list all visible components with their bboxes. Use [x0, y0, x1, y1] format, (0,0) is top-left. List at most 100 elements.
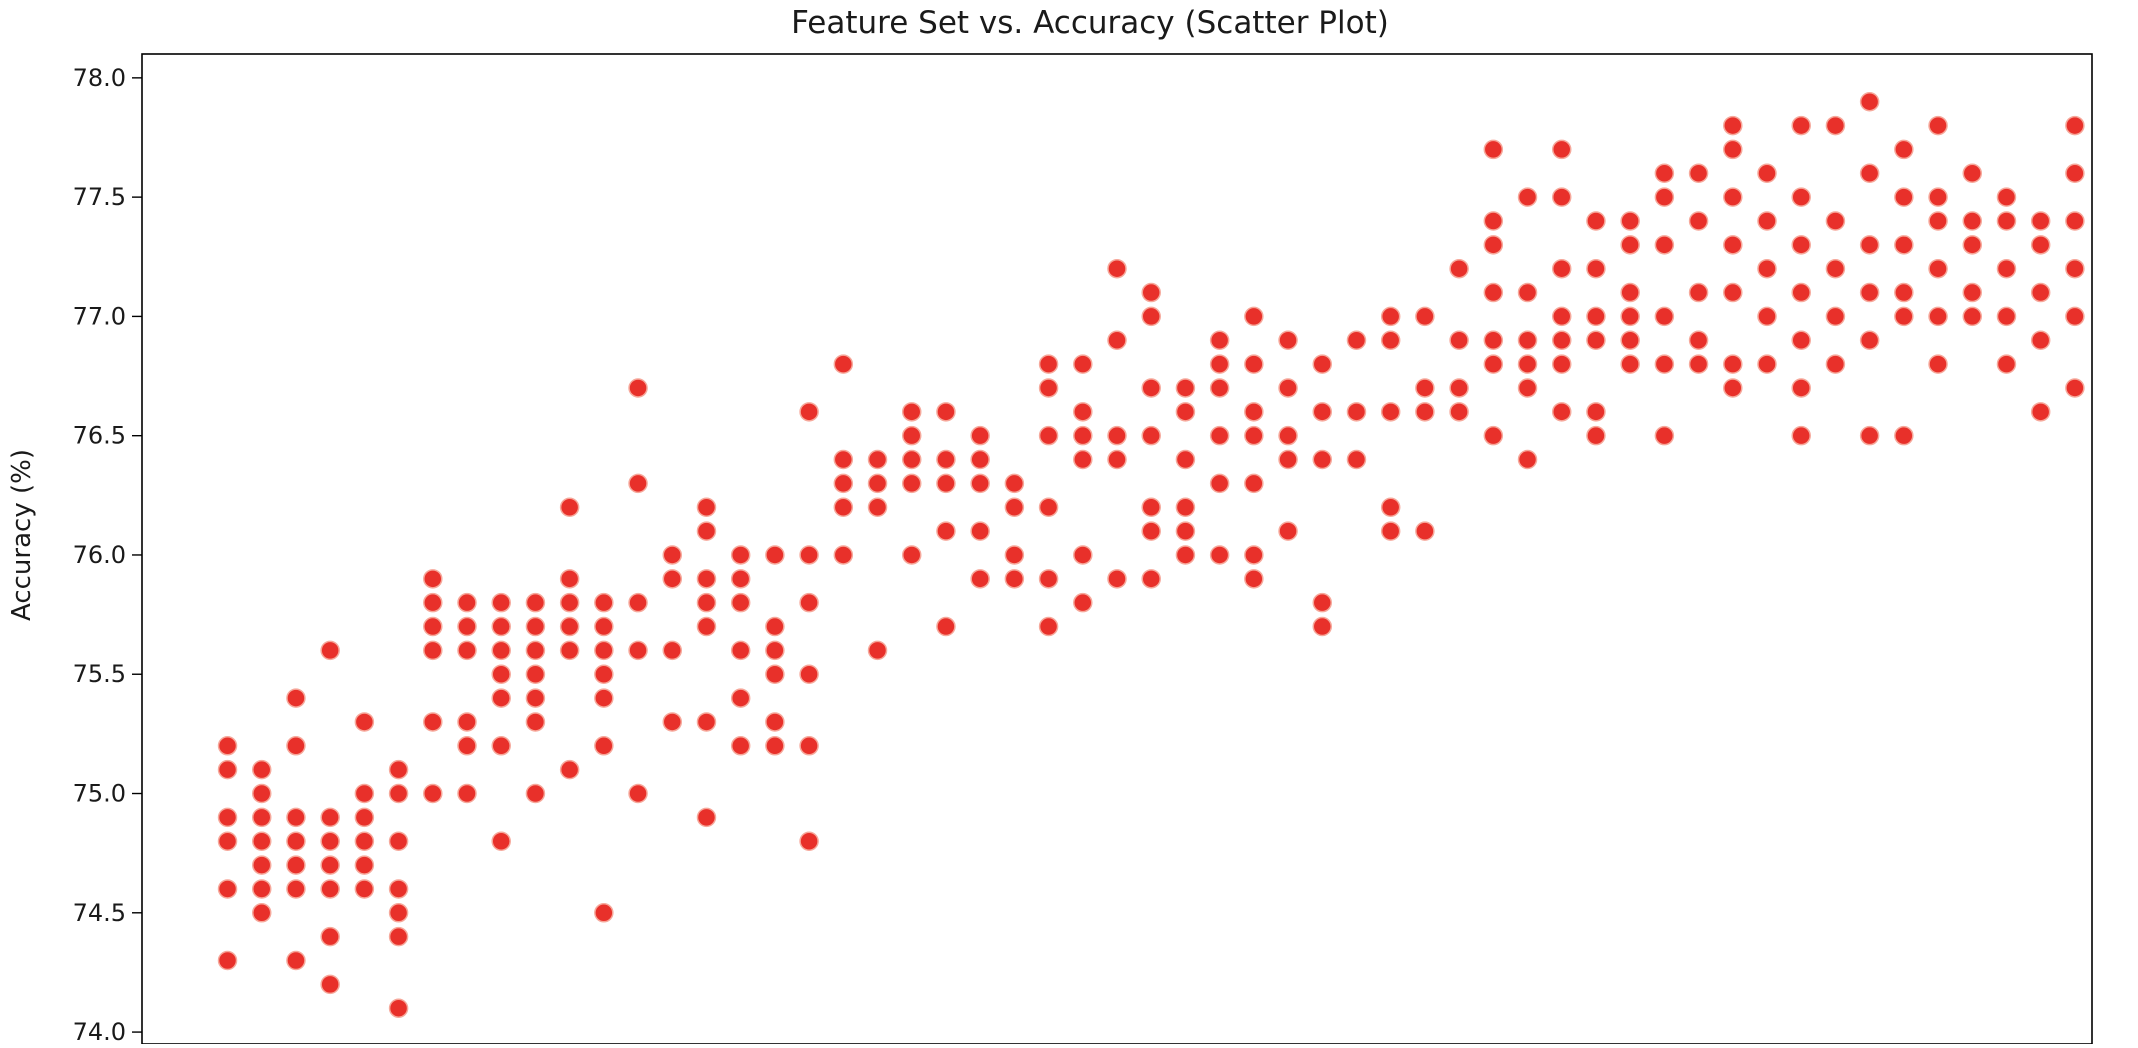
scatter-point — [457, 712, 477, 732]
scatter-point — [1859, 163, 1880, 184]
scatter-point — [423, 592, 443, 613]
scatter-point — [696, 712, 717, 732]
scatter-point — [1278, 330, 1298, 351]
scatter-point — [799, 402, 819, 422]
scatter-point — [1688, 330, 1709, 351]
scatter-point — [354, 783, 375, 804]
scatter-point — [1757, 306, 1777, 327]
scatter-point — [594, 736, 614, 756]
scatter-point — [1654, 306, 1675, 327]
scatter-point — [833, 354, 854, 374]
scatter-point — [1928, 187, 1948, 207]
scatter-point — [1757, 354, 1777, 374]
scatter-point — [799, 545, 819, 565]
scatter-point — [1894, 139, 1914, 160]
scatter-point — [867, 497, 888, 518]
scatter-point — [2030, 211, 2051, 231]
scatter-point — [491, 831, 511, 851]
scatter-point — [1962, 282, 1983, 303]
scatter-point — [1517, 330, 1538, 351]
scatter-point — [1688, 354, 1709, 374]
scatter-point — [286, 807, 306, 828]
scatter-point — [662, 712, 683, 732]
scatter-point — [354, 712, 375, 732]
scatter-point — [1449, 402, 1469, 422]
scatter-point — [251, 807, 272, 828]
scatter-point — [1141, 497, 1161, 518]
scatter-point — [1723, 378, 1743, 398]
scatter-point — [833, 473, 854, 494]
scatter-point — [765, 664, 785, 684]
scatter-point — [1278, 378, 1298, 398]
scatter-point — [423, 616, 443, 637]
scatter-point — [765, 712, 785, 732]
scatter-point — [1278, 521, 1298, 541]
scatter-point — [1620, 330, 1640, 351]
scatter-point — [1244, 473, 1264, 494]
scatter-point — [970, 473, 990, 494]
scatter-point — [1209, 378, 1230, 398]
scatter-point — [1312, 402, 1333, 422]
scatter-point — [1004, 545, 1025, 565]
y-tick-label: 76.0 — [73, 541, 126, 569]
scatter-point — [491, 688, 511, 708]
scatter-point — [730, 569, 751, 589]
scatter-point — [628, 640, 648, 661]
y-tick-label: 74.5 — [73, 899, 126, 927]
scatter-point — [286, 855, 306, 875]
scatter-point — [251, 903, 272, 923]
scatter-point — [491, 592, 511, 613]
scatter-point — [1107, 258, 1127, 279]
scatter-point — [286, 831, 306, 851]
scatter-point — [1038, 569, 1059, 589]
scatter-point — [1483, 330, 1504, 351]
scatter-point — [1038, 616, 1059, 637]
scatter-point — [559, 640, 580, 661]
scatter-point — [1004, 569, 1025, 589]
scatter-point — [457, 616, 477, 637]
scatter-point — [1517, 187, 1538, 207]
y-tick-label: 77.0 — [73, 302, 126, 330]
scatter-point — [1962, 211, 1983, 231]
scatter-point — [833, 545, 854, 565]
scatter-point — [1073, 545, 1093, 565]
scatter-point — [1791, 330, 1811, 351]
scatter-point — [423, 783, 443, 804]
scatter-point — [1723, 187, 1743, 207]
scatter-point — [594, 592, 614, 613]
scatter-point — [696, 497, 717, 518]
scatter-point — [936, 473, 956, 494]
scatter-point — [491, 736, 511, 756]
scatter-point — [594, 688, 614, 708]
scatter-point — [1141, 282, 1161, 303]
scatter-point — [525, 592, 546, 613]
scatter-point — [2030, 330, 2051, 351]
scatter-point — [936, 616, 956, 637]
scatter-point — [1586, 258, 1606, 279]
scatter-point — [1654, 354, 1675, 374]
scatter-point — [1757, 211, 1777, 231]
y-tick-label: 76.5 — [73, 422, 126, 450]
scatter-point — [1312, 592, 1333, 613]
scatter-point — [217, 831, 238, 851]
scatter-point — [1962, 235, 1983, 255]
scatter-point — [1209, 354, 1230, 374]
scatter-point — [559, 759, 580, 780]
scatter-point — [970, 449, 990, 470]
scatter-point — [1894, 306, 1914, 327]
scatter-point — [1073, 592, 1093, 613]
scatter-point — [1517, 354, 1538, 374]
scatter-point — [1791, 282, 1811, 303]
scatter-point — [1073, 354, 1093, 374]
scatter-point — [1244, 306, 1264, 327]
scatter-point — [730, 640, 751, 661]
scatter-point — [1928, 354, 1948, 374]
scatter-point — [901, 425, 922, 446]
scatter-point — [1620, 282, 1640, 303]
scatter-point — [1244, 545, 1264, 565]
scatter-point — [1038, 378, 1059, 398]
scatter-point — [525, 640, 546, 661]
scatter-point — [251, 855, 272, 875]
scatter-point — [2065, 258, 2085, 279]
